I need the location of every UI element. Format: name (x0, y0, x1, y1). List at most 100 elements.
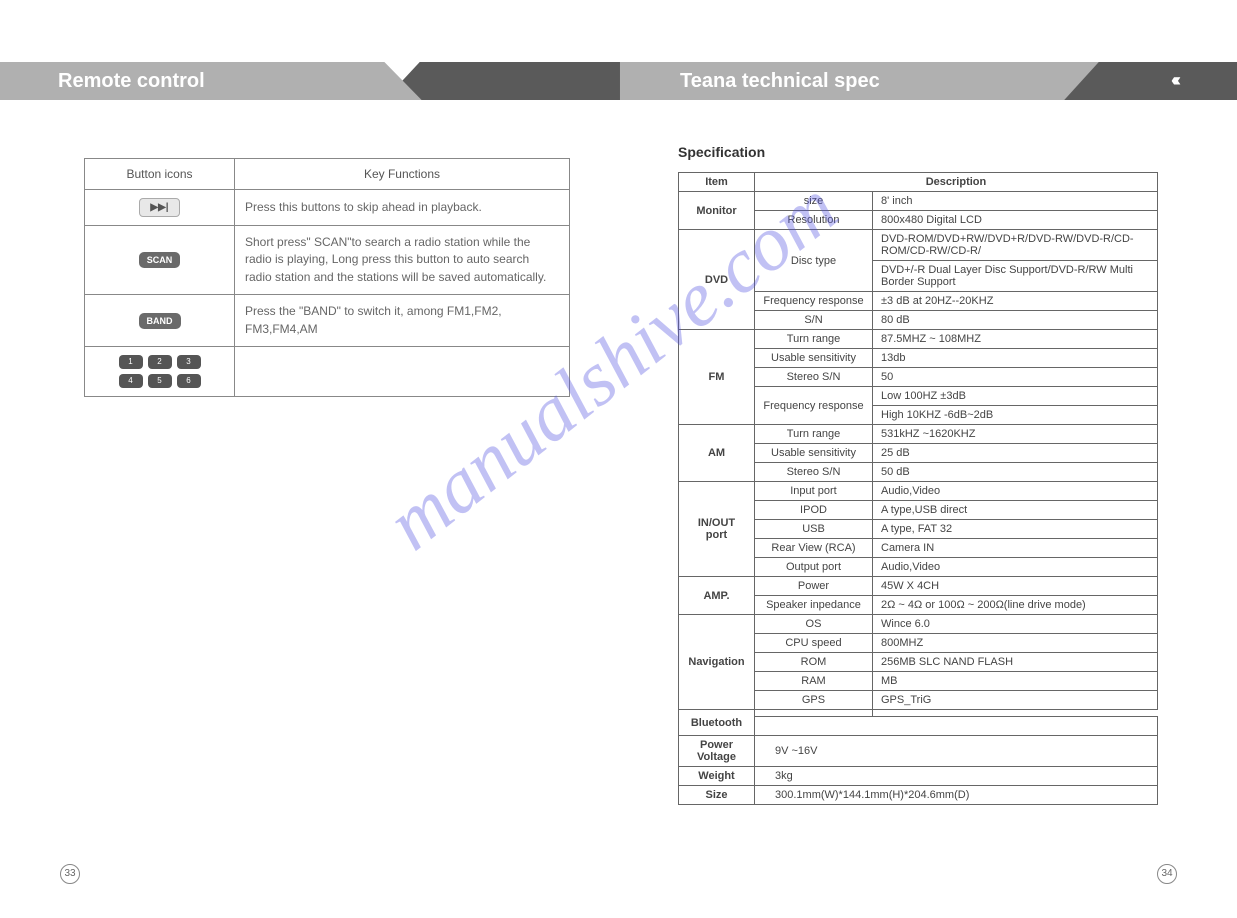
spec-item: Navigation (679, 615, 755, 710)
spec-description: High 10KHZ -6dB~2dB (873, 406, 1158, 425)
number-button-6: 6 (177, 374, 201, 388)
spec-item: Monitor (679, 192, 755, 230)
spec-subitem: Power (755, 577, 873, 596)
spec-description: 80 dB (873, 311, 1158, 330)
number-buttons-icon: 123 456 (95, 355, 224, 388)
spec-description: 3kg (755, 767, 1158, 786)
spec-subitem: IPOD (755, 501, 873, 520)
spec-subitem: Turn range (755, 330, 873, 349)
spec-description: GPS_TriG (873, 691, 1158, 710)
key-function-text: Press the "BAND" to switch it, among FM1… (235, 295, 570, 347)
spec-description: 50 (873, 368, 1158, 387)
scan-button-icon: SCAN (139, 252, 181, 268)
spec-description: 256MB SLC NAND FLASH (873, 653, 1158, 672)
key-function-text (235, 346, 570, 396)
page-number-right: 34 (1157, 864, 1177, 884)
number-button-2: 2 (148, 355, 172, 369)
spec-description: 25 dB (873, 444, 1158, 463)
spec-description: Wince 6.0 (873, 615, 1158, 634)
spec-subitem: Usable sensitivity (755, 444, 873, 463)
spec-description: 87.5MHZ ~ 108MHZ (873, 330, 1158, 349)
spec-description: 531kHZ ~1620KHZ (873, 425, 1158, 444)
chevron-left-icon: ‹‹‹ (1171, 70, 1177, 91)
spec-subitem: CPU speed (755, 634, 873, 653)
spec-subitem: Turn range (755, 425, 873, 444)
spec-description: DVD-ROM/DVD+RW/DVD+R/DVD-RW/DVD-R/CD-ROM… (873, 230, 1158, 261)
spec-description: 13db (873, 349, 1158, 368)
number-button-1: 1 (119, 355, 143, 369)
spec-subitem: USB (755, 520, 873, 539)
spec-subitem: S/N (755, 311, 873, 330)
spec-subitem: RAM (755, 672, 873, 691)
spec-description: Audio,Video (873, 558, 1158, 577)
spec-description: MB (873, 672, 1158, 691)
col-description: Description (755, 173, 1158, 192)
spec-subitem: Speaker inpedance (755, 596, 873, 615)
spec-subitem: Output port (755, 558, 873, 577)
key-function-text: Short press" SCAN"to search a radio stat… (235, 226, 570, 295)
spec-item: IN/OUT port (679, 482, 755, 577)
spec-description: DVD+/-R Dual Layer Disc Support/DVD-R/RW… (873, 261, 1158, 292)
skip-forward-icon: ▶▶| (139, 198, 179, 217)
spec-subitem: ROM (755, 653, 873, 672)
header-left-title: Remote control (58, 70, 205, 93)
spec-subitem: Frequency response (755, 387, 873, 425)
spec-description: A type, FAT 32 (873, 520, 1158, 539)
specification-table: Item Description Monitorsize8' inchResol… (678, 172, 1158, 805)
spec-item: DVD (679, 230, 755, 330)
spec-description: ±3 dB at 20HZ--20KHZ (873, 292, 1158, 311)
header-left: Remote control (0, 62, 620, 100)
number-button-3: 3 (177, 355, 201, 369)
spec-subitem: Stereo S/N (755, 463, 873, 482)
spec-description: A type,USB direct (873, 501, 1158, 520)
spec-item: Size (679, 786, 755, 805)
number-button-5: 5 (148, 374, 172, 388)
header-dark-slash (384, 62, 620, 100)
spec-description: 800MHZ (873, 634, 1158, 653)
spec-subitem: Input port (755, 482, 873, 501)
page-number-left: 33 (60, 864, 80, 884)
col-key-functions: Key Functions (235, 159, 570, 190)
page-header: Remote control Teana technical spec ‹‹‹ (0, 62, 1237, 100)
spec-item: Power Voltage (679, 736, 755, 767)
button-icon-cell: BAND (85, 295, 235, 347)
spec-subitem: size (755, 192, 873, 211)
header-right: Teana technical spec ‹‹‹ (620, 62, 1237, 100)
spec-item: Weight (679, 767, 755, 786)
spec-description: 45W X 4CH (873, 577, 1158, 596)
button-icon-cell: SCAN (85, 226, 235, 295)
spec-subitem: Stereo S/N (755, 368, 873, 387)
spec-description: Low 100HZ ±3dB (873, 387, 1158, 406)
spec-description: 300.1mm(W)*144.1mm(H)*204.6mm(D) (755, 786, 1158, 805)
spec-subitem: Disc type (755, 230, 873, 292)
band-button-icon: BAND (139, 313, 181, 329)
remote-control-table: Button icons Key Functions ▶▶| Press this… (84, 158, 570, 397)
spec-description: 800x480 Digital LCD (873, 211, 1158, 230)
spec-item: AM (679, 425, 755, 482)
spec-description: Audio,Video (873, 482, 1158, 501)
number-button-4: 4 (119, 374, 143, 388)
spec-subitem: Usable sensitivity (755, 349, 873, 368)
button-icon-cell: ▶▶| (85, 190, 235, 226)
spec-item: AMP. (679, 577, 755, 615)
spec-description (755, 710, 873, 717)
spec-description: 2Ω ~ 4Ω or 100Ω ~ 200Ω(line drive mode) (873, 596, 1158, 615)
spec-subitem: Rear View (RCA) (755, 539, 873, 558)
spec-item: FM (679, 330, 755, 425)
button-icon-cell: 123 456 (85, 346, 235, 396)
col-item: Item (679, 173, 755, 192)
spec-description: 9V ~16V (755, 736, 1158, 767)
spec-subitem: Resolution (755, 211, 873, 230)
key-function-text: Press this buttons to skip ahead in play… (235, 190, 570, 226)
specification-heading: Specification (678, 144, 765, 160)
spec-description: 50 dB (873, 463, 1158, 482)
spec-description: Camera IN (873, 539, 1158, 558)
spec-subitem: GPS (755, 691, 873, 710)
header-right-title: Teana technical spec (680, 70, 880, 93)
spec-subitem: Frequency response (755, 292, 873, 311)
spec-empty-cell (755, 717, 1158, 736)
spec-item: Bluetooth (679, 710, 755, 736)
spec-subitem: OS (755, 615, 873, 634)
spec-description: 8' inch (873, 192, 1158, 211)
col-button-icons: Button icons (85, 159, 235, 190)
